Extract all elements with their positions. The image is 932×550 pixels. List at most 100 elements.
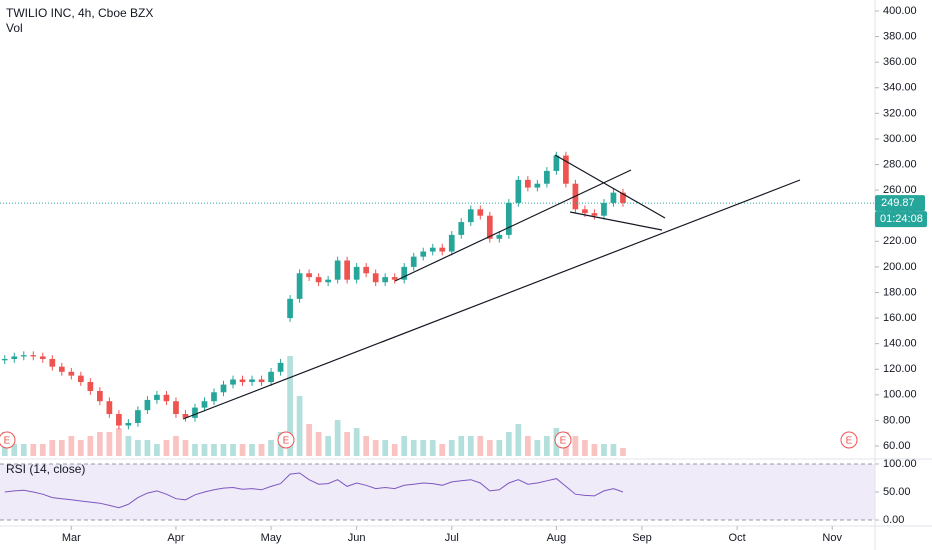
candle-body (154, 394, 160, 400)
candle-body (410, 256, 417, 267)
x-tick-label: Apr (167, 532, 184, 544)
volume-layer (1, 356, 626, 456)
y-tick-label: 140.00 (883, 338, 917, 350)
x-tick-label: May (261, 532, 282, 544)
volume-bar (496, 440, 503, 456)
candle-body (230, 379, 236, 385)
candle-body (192, 407, 198, 418)
y-tick-label: 160.00 (883, 312, 917, 324)
volume-bar (620, 448, 626, 456)
volume-bar (334, 420, 341, 456)
candle-body (49, 359, 56, 367)
volume-bar (192, 444, 198, 456)
volume-bar (467, 436, 474, 456)
volume-bar (420, 440, 427, 456)
candle-body (287, 298, 293, 319)
x-tick-label: Nov (822, 532, 842, 544)
y-tick-label: 220.00 (883, 235, 917, 247)
volume-bar (106, 432, 113, 456)
volume-bar (125, 436, 132, 456)
candle-body (610, 192, 617, 203)
volume-bar (363, 436, 370, 456)
volume-bar (601, 444, 607, 456)
volume-bar (315, 432, 322, 456)
candle-body (58, 366, 65, 372)
volume-label: Vol (6, 21, 23, 35)
event-label: E (560, 436, 567, 447)
volume-bar (154, 444, 160, 456)
volume-bar (173, 436, 179, 456)
volume-bar (97, 432, 103, 456)
volume-bar (439, 444, 446, 456)
volume-bar (87, 436, 94, 456)
event-label: E (4, 436, 11, 447)
trendline (394, 169, 632, 282)
candle-body (87, 382, 94, 391)
candle-body (163, 394, 170, 402)
y-tick-label: 100.00 (883, 389, 917, 401)
volume-bar (515, 424, 522, 456)
volume-bar (572, 436, 579, 456)
candle-body (1, 359, 8, 361)
candle-body (553, 155, 560, 171)
axes: 60.00 80.00 100.00 120.00 140.00 160.00 180.00… (62, 5, 917, 544)
x-tick-label: Jun (348, 532, 366, 544)
candle-body (429, 247, 436, 252)
volume-bar (448, 440, 455, 456)
volume-bar (11, 444, 18, 456)
candle-body (458, 222, 465, 235)
volume-bar (410, 440, 417, 456)
volume-bar (201, 444, 208, 456)
candle-body (20, 355, 27, 357)
volume-bar (344, 432, 350, 456)
event-marker (277, 431, 295, 449)
candle-body (505, 202, 512, 235)
candle-body (30, 355, 37, 357)
candle-body (401, 266, 408, 280)
candle-body (306, 273, 312, 278)
candle-body (135, 410, 141, 423)
candle-body (420, 251, 427, 257)
volume-bar (325, 436, 331, 456)
x-tick-label: Sep (632, 532, 652, 544)
rsi-line (4, 472, 624, 509)
volume-bar (230, 444, 236, 456)
candle-body (582, 209, 588, 214)
y-tick-label: 400.00 (883, 5, 917, 17)
event-label: E (283, 436, 290, 447)
x-tick-label: Aug (547, 532, 567, 544)
candle-body (173, 401, 179, 415)
y-tick-label: 180.00 (883, 286, 917, 298)
volume-bar (486, 440, 493, 456)
x-tick-label: Jul (445, 532, 459, 544)
volume-bar (296, 396, 303, 456)
countdown-label: 01:24:08 (880, 213, 923, 225)
trendline (182, 179, 801, 420)
candle-body (296, 273, 303, 299)
volume-bar (391, 444, 398, 456)
volume-bar (258, 444, 265, 456)
event-marker (0, 431, 16, 449)
candle-body (106, 401, 113, 415)
volume-bar (30, 444, 37, 456)
candle-body (97, 390, 103, 402)
volume-bar (591, 444, 598, 456)
candle-body (620, 192, 626, 203)
candle-body (544, 170, 550, 184)
candle-body (534, 183, 541, 188)
candle-body (334, 260, 341, 280)
y-tick-label: 280.00 (883, 158, 917, 170)
candle-body (77, 375, 84, 383)
candle-body (372, 273, 379, 283)
volume-bar (135, 440, 141, 456)
volume-bar (534, 440, 541, 456)
event-marker (554, 431, 572, 449)
candle-body (116, 414, 122, 426)
volume-bar (372, 440, 379, 456)
volume-bar (239, 444, 246, 456)
last-price-box (875, 195, 925, 212)
rsi-label: RSI (14, close) (6, 462, 85, 476)
volume-bar (116, 428, 122, 456)
rsi-band (0, 464, 875, 520)
